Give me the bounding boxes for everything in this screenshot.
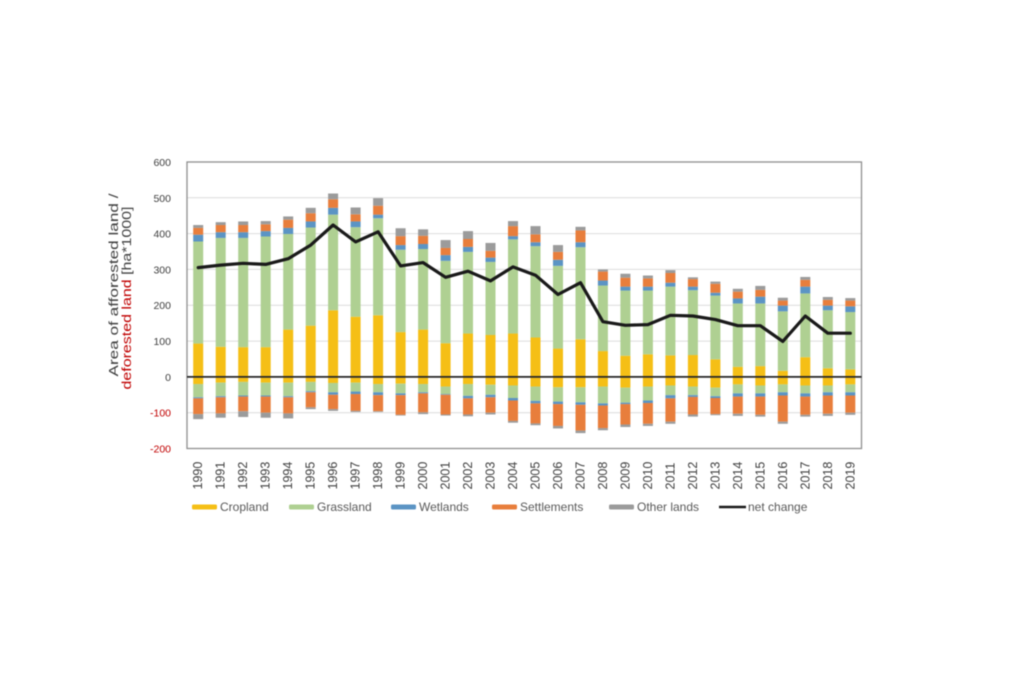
svg-text:1995: 1995 (304, 462, 318, 490)
svg-text:100: 100 (153, 336, 171, 348)
svg-text:1991: 1991 (214, 462, 228, 490)
svg-text:deforested land [ha*1000]: deforested land [ha*1000] (119, 206, 134, 389)
svg-text:Cropland: Cropland (220, 500, 269, 514)
svg-text:2005: 2005 (529, 462, 543, 490)
svg-text:2001: 2001 (439, 462, 453, 490)
svg-text:2013: 2013 (708, 462, 722, 490)
svg-text:1994: 1994 (281, 462, 295, 490)
svg-text:Settlements: Settlements (520, 500, 583, 514)
svg-text:1993: 1993 (259, 462, 273, 490)
svg-text:1992: 1992 (236, 462, 250, 490)
svg-text:2011: 2011 (663, 463, 677, 490)
svg-text:2000: 2000 (416, 462, 430, 490)
svg-text:2019: 2019 (843, 462, 857, 490)
svg-text:Wetlands: Wetlands (419, 500, 469, 514)
svg-text:1999: 1999 (394, 462, 408, 490)
svg-text:1998: 1998 (371, 462, 385, 490)
svg-text:1996: 1996 (326, 462, 340, 490)
svg-text:300: 300 (153, 264, 171, 276)
svg-text:2009: 2009 (618, 462, 632, 490)
svg-text:2006: 2006 (551, 462, 565, 490)
svg-text:2004: 2004 (506, 462, 520, 490)
svg-text:net change: net change (748, 500, 808, 514)
svg-text:500: 500 (153, 193, 171, 205)
svg-text:2012: 2012 (686, 462, 700, 490)
svg-text:2008: 2008 (596, 462, 610, 490)
svg-text:1990: 1990 (191, 462, 205, 490)
svg-text:Area of afforested land /: Area of afforested land / (106, 193, 121, 376)
svg-text:1997: 1997 (349, 462, 363, 490)
svg-text:2017: 2017 (798, 462, 812, 490)
svg-text:2014: 2014 (731, 462, 745, 490)
svg-text:Other lands: Other lands (637, 500, 699, 514)
svg-text:2015: 2015 (753, 462, 767, 490)
svg-text:2007: 2007 (574, 462, 588, 490)
svg-text:0: 0 (165, 372, 171, 384)
svg-text:-200: -200 (150, 444, 171, 456)
svg-text:2003: 2003 (484, 462, 498, 490)
svg-text:Grassland: Grassland (317, 500, 372, 514)
svg-text:2002: 2002 (461, 462, 475, 490)
svg-text:400: 400 (153, 229, 171, 241)
svg-text:2018: 2018 (821, 462, 835, 490)
svg-text:600: 600 (153, 157, 171, 169)
svg-text:-100: -100 (150, 408, 171, 420)
svg-text:200: 200 (153, 300, 171, 312)
svg-text:2010: 2010 (641, 462, 655, 490)
svg-text:2016: 2016 (776, 462, 790, 490)
